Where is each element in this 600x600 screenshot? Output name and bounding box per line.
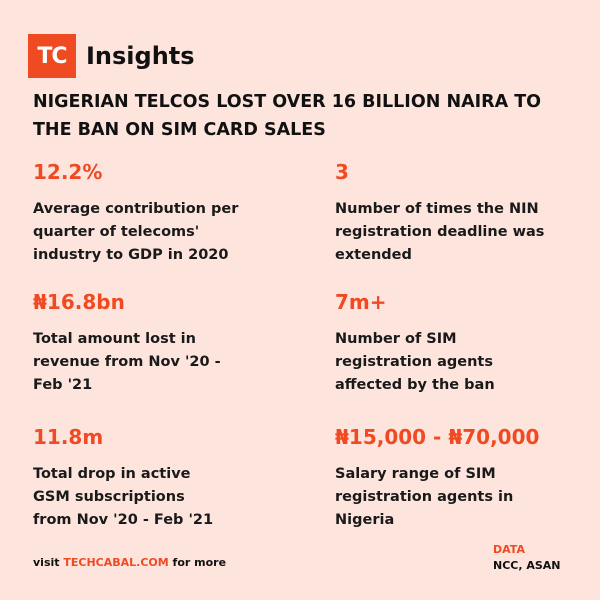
stat-value: ₦15,000 - ₦70,000 bbox=[335, 425, 540, 449]
stat-description-line: Number of times the NIN bbox=[335, 201, 539, 217]
data-source: DATA NCC, ASAN bbox=[493, 542, 561, 574]
stat-description-line: Average contribution per bbox=[33, 201, 239, 217]
headline: NIGERIAN TELCOS LOST OVER 16 BILLION NAI… bbox=[33, 88, 573, 144]
stat-description-line: Total amount lost in bbox=[33, 331, 196, 347]
footer-suffix: for more bbox=[168, 556, 227, 569]
stat-description-line: extended bbox=[335, 247, 412, 263]
stat-description-line: Feb '21 bbox=[33, 377, 93, 393]
headline-line-2: THE BAN ON SIM CARD SALES bbox=[33, 120, 326, 140]
stat-description-line: quarter of telecoms' bbox=[33, 224, 200, 240]
stat-description-line: from Nov '20 - Feb '21 bbox=[33, 512, 214, 528]
footer-prefix: visit bbox=[33, 556, 64, 569]
stat-description-line: Total drop in active bbox=[33, 466, 191, 482]
stat-description: Total amount lost in revenue from Nov '2… bbox=[33, 328, 283, 397]
stat-value: ₦16.8bn bbox=[33, 290, 125, 314]
stat-gdp-contribution: 12.2% Average contribution per quarter o… bbox=[33, 160, 283, 267]
stat-subscription-drop: 11.8m Total drop in active GSM subscript… bbox=[33, 425, 283, 532]
stat-value: 11.8m bbox=[33, 425, 104, 449]
stat-agent-salary-range: ₦15,000 - ₦70,000 Salary range of SIM re… bbox=[335, 425, 575, 532]
stat-agents-affected: 7m+ Number of SIM registration agents af… bbox=[335, 290, 585, 397]
stat-description: Salary range of SIM registration agents … bbox=[335, 463, 575, 532]
brand-name: Insights bbox=[86, 42, 195, 70]
stat-description-line: industry to GDP in 2020 bbox=[33, 247, 229, 263]
footer-cta: visit TECHCABAL.COM for more bbox=[33, 556, 226, 569]
tc-logo-icon: TC bbox=[28, 34, 76, 78]
stat-revenue-lost: ₦16.8bn Total amount lost in revenue fro… bbox=[33, 290, 283, 397]
stat-description-line: GSM subscriptions bbox=[33, 489, 185, 505]
stat-value: 12.2% bbox=[33, 160, 103, 184]
stat-description-line: Salary range of SIM bbox=[335, 466, 496, 482]
stat-value: 7m+ bbox=[335, 290, 387, 314]
stat-description: Number of SIM registration agents affect… bbox=[335, 328, 585, 397]
data-source-value: NCC, ASAN bbox=[493, 559, 561, 572]
headline-line-1: NIGERIAN TELCOS LOST OVER 16 BILLION NAI… bbox=[33, 92, 542, 112]
techcabal-link[interactable]: TECHCABAL.COM bbox=[63, 556, 169, 569]
stat-description: Average contribution per quarter of tele… bbox=[33, 198, 283, 267]
stat-description: Total drop in active GSM subscriptions f… bbox=[33, 463, 283, 532]
stat-description-line: registration agents in bbox=[335, 489, 514, 505]
stat-value: 3 bbox=[335, 160, 349, 184]
stat-nin-deadline-extensions: 3 Number of times the NIN registration d… bbox=[335, 160, 585, 267]
stat-description-line: registration deadline was bbox=[335, 224, 545, 240]
stat-description-line: registration agents bbox=[335, 354, 493, 370]
stat-description: Number of times the NIN registration dea… bbox=[335, 198, 585, 267]
stat-description-line: affected by the ban bbox=[335, 377, 495, 393]
brand-logo: TC Insights bbox=[28, 34, 195, 78]
data-source-label: DATA bbox=[493, 543, 525, 556]
stat-description-line: revenue from Nov '20 - bbox=[33, 354, 221, 370]
stat-description-line: Nigeria bbox=[335, 512, 395, 528]
stat-description-line: Number of SIM bbox=[335, 331, 457, 347]
